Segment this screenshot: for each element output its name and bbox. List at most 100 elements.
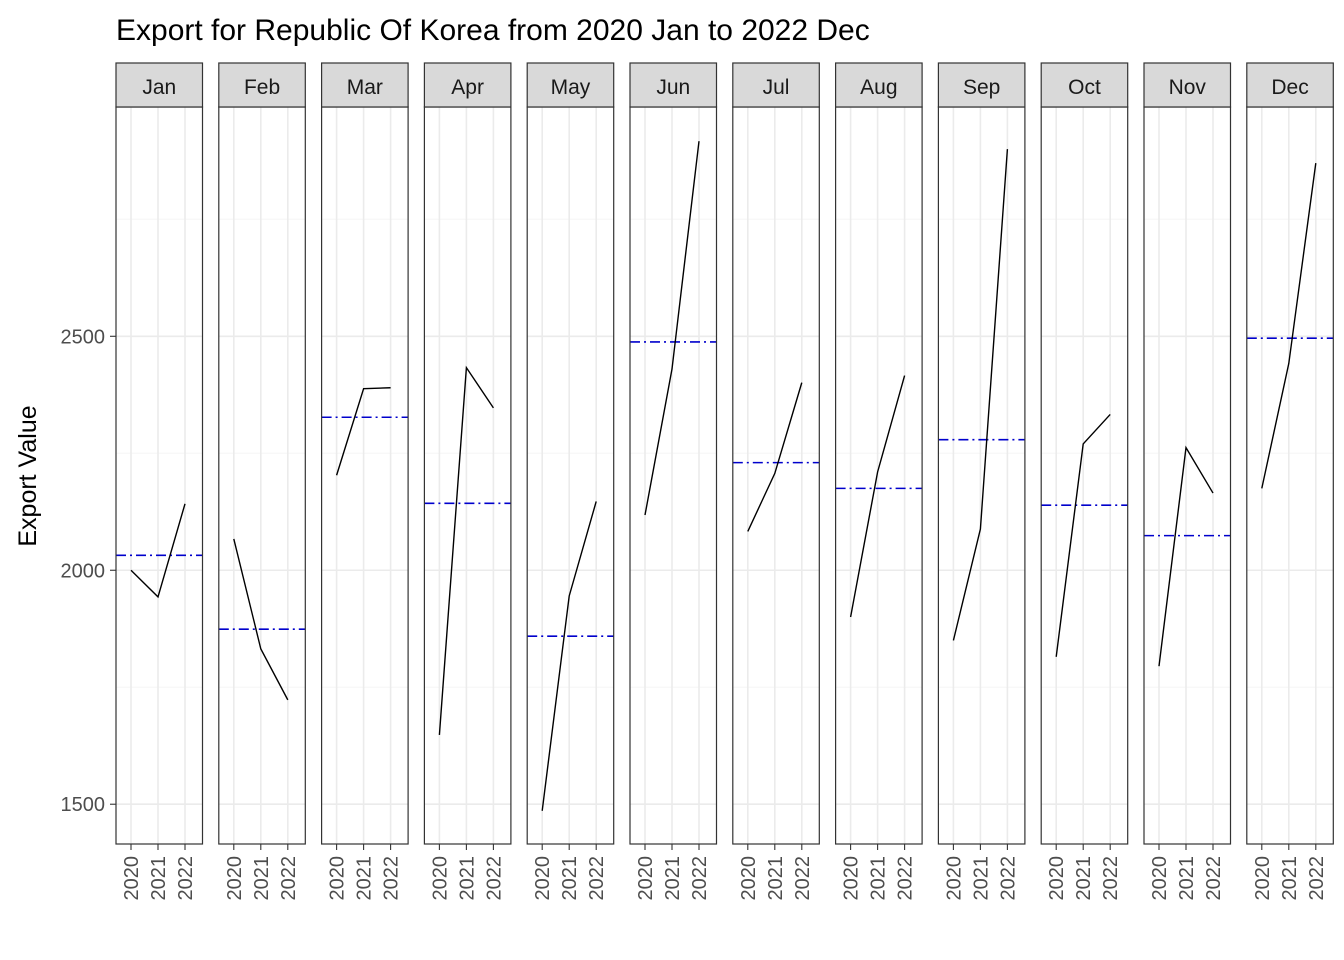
panel-background xyxy=(1144,107,1231,844)
facet-strip xyxy=(1040,62,1129,108)
x-tick-label: 2021 xyxy=(251,856,273,901)
x-tick-label: 2020 xyxy=(327,856,349,901)
facet-strip-label: Apr xyxy=(451,76,484,99)
x-tick-label: 2022 xyxy=(895,856,917,901)
panel-background xyxy=(218,107,306,844)
facet-nov: Nov 2020 2021 2022 xyxy=(1143,62,1232,901)
x-tick-label: 2020 xyxy=(841,856,863,901)
series-line xyxy=(747,382,803,532)
facet-strip xyxy=(1246,62,1334,108)
facet-strip-label: Aug xyxy=(860,76,897,99)
x-tick-label: 2022 xyxy=(381,856,403,901)
facet-strip xyxy=(937,62,1026,108)
x-tick-label: 2021 xyxy=(456,856,478,901)
panel-background xyxy=(1041,107,1128,844)
facet-strip-label: May xyxy=(551,76,591,99)
x-tick-label: 2020 xyxy=(121,856,143,901)
facet-strip-label: Jun xyxy=(656,76,690,99)
facet-strip xyxy=(423,62,512,108)
series-line xyxy=(644,141,700,516)
y-axis-label: Export Value xyxy=(14,405,42,546)
x-tick-label: 2020 xyxy=(738,856,760,901)
x-tick-label: 2021 xyxy=(148,856,170,901)
panel-background xyxy=(424,107,511,844)
series-line xyxy=(335,387,391,476)
facet-may: May 2020 2021 2022 xyxy=(526,62,615,901)
x-tick-label: 2022 xyxy=(586,856,608,901)
x-tick-label: 2021 xyxy=(662,856,684,901)
facet-jun: Jun 2020 2021 2022 xyxy=(629,62,718,901)
facet-strip xyxy=(1143,62,1232,108)
facet-strip xyxy=(526,62,615,108)
panel-background xyxy=(1246,107,1334,844)
x-tick-label: 2022 xyxy=(483,856,505,901)
x-tick-label: 2022 xyxy=(1306,856,1328,901)
x-tick-label: 2020 xyxy=(1149,856,1171,901)
panel-background xyxy=(321,107,409,844)
facet-jan: Jan 2020 2021 2022 xyxy=(115,62,204,901)
x-tick-label: 2022 xyxy=(792,856,814,901)
facet-strip-label: Nov xyxy=(1169,76,1207,99)
y-tick-label: 2500 xyxy=(61,326,106,348)
x-tick-label: 2022 xyxy=(689,856,711,901)
y-tick-label: 1500 xyxy=(61,794,106,816)
x-tick-label: 2020 xyxy=(532,856,554,901)
x-tick-label: 2020 xyxy=(429,856,451,901)
facet-strip xyxy=(115,62,204,108)
panel-background xyxy=(527,107,614,844)
series-line xyxy=(130,503,186,599)
x-tick-label: 2021 xyxy=(1073,856,1095,901)
panel-background xyxy=(938,107,1025,844)
facet-feb: Feb 2020 2021 2022 xyxy=(218,62,306,901)
x-tick-label: 2020 xyxy=(1046,856,1068,901)
series-line xyxy=(952,149,1009,641)
x-tick-label: 2022 xyxy=(175,856,197,901)
x-tick-label: 2021 xyxy=(765,856,787,901)
x-tick-label: 2020 xyxy=(635,856,657,901)
facet-strip-label: Feb xyxy=(244,76,280,99)
facet-strip xyxy=(321,62,409,108)
y-tick-label: 2000 xyxy=(61,560,106,582)
facet-strip xyxy=(834,62,923,108)
panel-background xyxy=(835,107,923,844)
facet-jul: Jul 2020 2021 2022 xyxy=(732,62,820,901)
series-line xyxy=(1055,413,1111,657)
facet-strip-label: Mar xyxy=(347,76,383,99)
x-tick-label: 2021 xyxy=(354,856,376,901)
series-line xyxy=(849,375,906,618)
series-line xyxy=(541,501,597,811)
facet-sep: Sep 2020 2021 2022 xyxy=(937,62,1026,901)
facet-mar: Mar 2020 2021 2022 xyxy=(321,62,409,901)
x-tick-label: 2022 xyxy=(1100,856,1122,901)
panel-background xyxy=(116,107,203,844)
y-axis: 1500 2000 2500 xyxy=(61,326,116,816)
facet-dec: Dec 2020 2021 2022 xyxy=(1246,62,1334,901)
series-line xyxy=(1261,163,1317,489)
facet-strip-label: Oct xyxy=(1068,76,1101,99)
x-tick-label: 2021 xyxy=(970,856,992,901)
x-tick-label: 2021 xyxy=(1176,856,1198,901)
x-tick-label: 2021 xyxy=(868,856,890,901)
facet-strip xyxy=(629,62,718,108)
series-line xyxy=(438,365,494,736)
facet-strip-label: Sep xyxy=(963,76,1000,99)
x-tick-label: 2022 xyxy=(1203,856,1225,901)
facet-strip-label: Jul xyxy=(763,76,790,99)
facet-strip-label: Jan xyxy=(142,76,176,99)
panel-background xyxy=(732,107,820,844)
x-tick-label: 2021 xyxy=(559,856,581,901)
x-tick-label: 2020 xyxy=(1252,856,1274,901)
facet-strip xyxy=(732,62,820,108)
panel-background xyxy=(630,107,717,844)
facet-strip-label: Dec xyxy=(1271,76,1308,99)
x-tick-label: 2020 xyxy=(224,856,246,901)
facet-apr: Apr 2020 2021 2022 xyxy=(423,62,512,901)
series-line xyxy=(1158,445,1214,667)
x-tick-label: 2022 xyxy=(278,856,300,901)
x-tick-label: 2021 xyxy=(1279,856,1301,901)
series-line xyxy=(233,538,289,701)
facet-strip xyxy=(218,62,306,108)
facet-oct: Oct 2020 2021 2022 xyxy=(1040,62,1129,901)
